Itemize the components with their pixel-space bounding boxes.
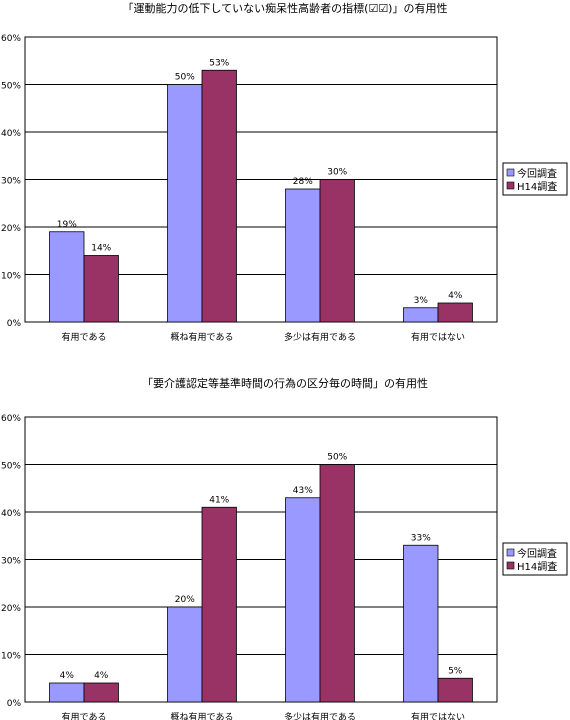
y-tick-label: 60% (1, 414, 21, 424)
legend-swatch (506, 168, 515, 177)
data-label: 3% (414, 296, 429, 306)
data-label: 5% (448, 666, 463, 676)
bar-series-a (403, 544, 439, 703)
chart-1: 「運動能力の低下していない痴呆性高齢者の指標(☑☑)」の有用性 0% 10% 20% 3… (1, 1, 568, 343)
data-label: 30% (327, 168, 347, 178)
category-label: 有用ではない (411, 331, 465, 343)
data-label: 19% (57, 220, 77, 230)
category-label: 概ね有用である (171, 331, 234, 343)
legend-swatch (506, 561, 515, 570)
legend-box (502, 542, 568, 576)
legend-box (502, 162, 568, 196)
legend-label: 今回調査 (517, 167, 557, 180)
y-tick-label: 50% (1, 462, 21, 472)
data-label: 20% (175, 595, 195, 605)
category-label: 有用ではない (411, 711, 465, 720)
bar-series-b (201, 506, 237, 703)
bar-series-a (167, 84, 203, 323)
y-tick-label: 40% (1, 509, 21, 519)
data-label: 4% (60, 671, 75, 681)
legend-label: 今回調査 (517, 547, 557, 560)
data-label: 50% (175, 73, 195, 83)
y-tick-label: 50% (1, 82, 21, 92)
chart-title: 「要介護認定等基準時間の行為の区分毎の時間」の有用性 (142, 376, 428, 390)
category-label: 多少は有用である (284, 331, 356, 343)
bar-series-b (319, 179, 355, 323)
bar-series-b (437, 677, 473, 703)
bar-series-b (319, 464, 355, 703)
data-label: 4% (448, 291, 463, 301)
data-label: 50% (327, 453, 347, 463)
y-tick-label: 20% (1, 604, 21, 614)
category-label: 有用である (62, 331, 107, 343)
data-label: 41% (209, 495, 229, 505)
bar-series-b (437, 302, 473, 323)
category-label: 概ね有用である (171, 711, 234, 720)
y-tick-label: 0% (7, 319, 22, 329)
data-label: 53% (209, 58, 229, 68)
data-label: 33% (411, 533, 431, 543)
data-label: 28% (293, 177, 313, 187)
category-label: 多少は有用である (284, 711, 356, 720)
bar-series-a (167, 606, 203, 703)
chart-2-svg: 「要介護認定等基準時間の行為の区分毎の時間」の有用性 0% 10% 20% 30% 40%… (1, 376, 568, 720)
bar-series-b (201, 69, 237, 323)
y-tick-label: 10% (1, 652, 21, 662)
bar-series-b (83, 255, 119, 323)
bar-series-b (83, 682, 119, 703)
bar-series-a (285, 497, 321, 703)
chart-2: 「要介護認定等基準時間の行為の区分毎の時間」の有用性 0% 10% 20% 30% 40%… (0, 370, 570, 720)
y-tick-label: 0% (7, 699, 22, 709)
legend-label: H14調査 (517, 560, 557, 573)
bar-series-a (49, 231, 85, 323)
y-tick-label: 20% (1, 224, 21, 234)
bar-series-a (403, 307, 439, 323)
y-tick-label: 30% (1, 557, 21, 567)
legend-swatch (506, 181, 515, 190)
y-tick-label: 40% (1, 129, 21, 139)
y-tick-label: 30% (1, 177, 21, 187)
y-tick-label: 60% (1, 34, 21, 44)
bar-series-a (285, 188, 321, 323)
data-label: 4% (94, 671, 109, 681)
data-label: 14% (91, 244, 111, 254)
bar-series-a (49, 682, 85, 703)
chart-1-svg: 「運動能力の低下していない痴呆性高齢者の指標(☑☑)」の有用性 0% 10% 20% 3… (1, 1, 568, 343)
legend-label: H14調査 (517, 180, 557, 193)
y-tick-label: 10% (1, 272, 21, 282)
legend-swatch (506, 548, 515, 557)
chart-title: 「運動能力の低下していない痴呆性高齢者の指標(☑☑)」の有用性 (123, 1, 448, 15)
data-label: 43% (293, 486, 313, 496)
category-label: 有用である (62, 711, 107, 720)
